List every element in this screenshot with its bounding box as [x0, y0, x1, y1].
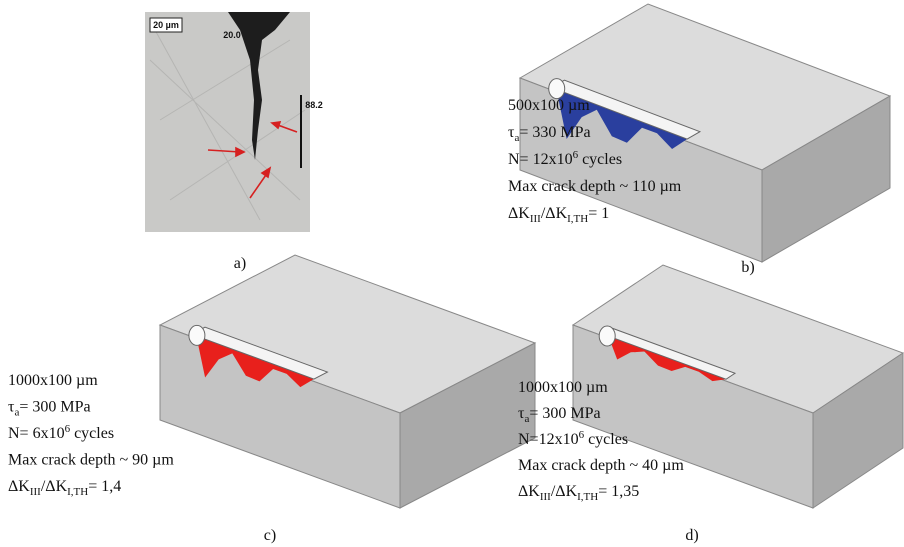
annotation-line: Max crack depth ~ 110 µm [508, 178, 682, 195]
annotation-line: N=12x106 cycles [518, 429, 628, 448]
subscript: III [30, 486, 41, 498]
annotation-line: 1000x100 µm [518, 379, 608, 396]
text-run: = 1 [588, 205, 609, 222]
subscript: I,TH [577, 491, 598, 503]
figure: 20 µm 20.0 88.2 a) b) c) d) 500x100 µm τa… [0, 0, 904, 547]
micrograph: 20 µm 20.0 88.2 [145, 12, 323, 232]
text-run: 1000x100 µm [518, 379, 608, 396]
text-run: ΔK [8, 478, 30, 495]
text-run: N=12x10 [518, 431, 579, 448]
subscript: I,TH [567, 213, 588, 225]
subscript: III [540, 491, 551, 503]
text-run: Max crack depth ~ 90 µm [8, 452, 174, 469]
text-run: ΔK [508, 205, 530, 222]
subscript: III [530, 213, 541, 225]
annotation-line: N= 12x106 cycles [508, 149, 622, 168]
text-run: = 1,35 [598, 483, 639, 500]
notch-end [549, 79, 565, 99]
text-run: N= 6x10 [8, 425, 65, 442]
panel-label: d) [685, 527, 698, 544]
text-run: 1000x100 µm [8, 372, 98, 389]
annotation-line: 500x100 µm [508, 97, 590, 114]
text-run: /ΔK [551, 483, 578, 500]
text-run: N= 12x10 [508, 151, 573, 168]
annotation-line: 1000x100 µm [8, 372, 98, 389]
micrograph-bg [145, 12, 310, 232]
text-run: ΔK [518, 483, 540, 500]
measure-label: 88.2 [305, 100, 323, 110]
panel-label: c) [264, 527, 276, 544]
annotation-line: Max crack depth ~ 90 µm [8, 452, 174, 469]
text-run: = 300 MPa [529, 405, 600, 422]
annotation-line: Max crack depth ~ 40 µm [518, 457, 684, 474]
annotation-line: ΔKIII/ΔKI,TH= 1,35 [518, 483, 639, 503]
notch-end [599, 326, 615, 346]
annotation-line: τa= 300 MPa [8, 399, 91, 419]
block [160, 255, 535, 508]
annotation-line: ΔKIII/ΔKI,TH= 1 [508, 205, 609, 225]
subscript: I,TH [67, 486, 88, 498]
notch-end [189, 325, 205, 345]
text-run: = 300 MPa [19, 399, 90, 416]
text-run: = 330 MPa [519, 124, 590, 141]
text-run: Max crack depth ~ 40 µm [518, 457, 684, 474]
text-run: cycles [70, 425, 114, 442]
text-run: /ΔK [541, 205, 568, 222]
measure-label: 20.0 [223, 30, 241, 40]
annotation-line: N= 6x106 cycles [8, 423, 114, 442]
scale-label: 20 µm [153, 20, 179, 30]
text-run: Max crack depth ~ 110 µm [508, 178, 682, 195]
annotation-line: ΔKIII/ΔKI,TH= 1,4 [8, 478, 121, 498]
text-run: /ΔK [41, 478, 68, 495]
text-run: = 1,4 [88, 478, 121, 495]
text-run: 500x100 µm [508, 97, 590, 114]
text-run: cycles [578, 151, 622, 168]
panel-label: a) [234, 255, 246, 272]
text-run: cycles [584, 431, 628, 448]
panel-label: b) [741, 259, 754, 276]
